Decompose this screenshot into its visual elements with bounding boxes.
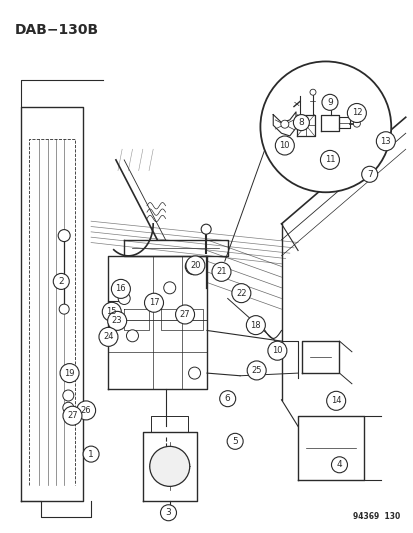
Circle shape: [227, 433, 242, 449]
Text: 1: 1: [88, 450, 94, 458]
Circle shape: [58, 230, 70, 241]
Text: 22: 22: [235, 289, 246, 297]
Text: 3: 3: [165, 508, 171, 517]
Circle shape: [293, 115, 309, 131]
Text: DAB−130B: DAB−130B: [15, 23, 99, 37]
Circle shape: [280, 120, 288, 128]
Text: 23: 23: [112, 317, 122, 325]
Circle shape: [83, 446, 99, 462]
Circle shape: [260, 61, 390, 192]
Text: 6: 6: [224, 394, 230, 403]
Circle shape: [267, 341, 286, 360]
Text: 25: 25: [251, 366, 261, 375]
Circle shape: [247, 361, 266, 380]
Circle shape: [320, 150, 339, 169]
Text: 11: 11: [324, 156, 335, 164]
Text: 2: 2: [58, 277, 64, 286]
Circle shape: [275, 136, 294, 155]
Text: 21: 21: [216, 268, 226, 276]
Circle shape: [185, 256, 204, 275]
Circle shape: [102, 302, 121, 321]
Text: 5: 5: [232, 437, 237, 446]
Circle shape: [375, 132, 394, 151]
Circle shape: [107, 311, 126, 330]
Text: 7: 7: [366, 170, 372, 179]
Circle shape: [246, 316, 265, 335]
Text: 10: 10: [271, 346, 282, 355]
Circle shape: [231, 284, 250, 303]
Circle shape: [63, 390, 74, 401]
Text: 10: 10: [279, 141, 290, 150]
Text: 12: 12: [351, 109, 361, 117]
Text: 18: 18: [250, 321, 261, 329]
Text: 26: 26: [81, 406, 91, 415]
Circle shape: [185, 259, 201, 274]
Text: 8: 8: [298, 118, 304, 127]
Circle shape: [144, 293, 163, 312]
Text: 13: 13: [380, 137, 390, 146]
Circle shape: [59, 304, 69, 314]
Text: 9: 9: [326, 98, 332, 107]
Text: 27: 27: [67, 411, 78, 420]
Circle shape: [321, 94, 337, 110]
Circle shape: [347, 103, 366, 123]
Circle shape: [201, 224, 211, 234]
Circle shape: [353, 120, 359, 127]
Text: 4: 4: [336, 461, 342, 469]
Circle shape: [60, 364, 79, 383]
Text: 17: 17: [148, 298, 159, 307]
Circle shape: [76, 401, 95, 420]
Circle shape: [164, 282, 175, 294]
Circle shape: [63, 368, 74, 378]
Text: 27: 27: [179, 310, 190, 319]
Text: 14: 14: [330, 397, 341, 405]
Circle shape: [63, 406, 82, 425]
Circle shape: [361, 166, 377, 182]
Circle shape: [188, 367, 200, 379]
Text: 94369  130: 94369 130: [352, 512, 399, 521]
Circle shape: [63, 402, 74, 413]
Text: 16: 16: [115, 285, 126, 293]
Circle shape: [160, 505, 176, 521]
Circle shape: [219, 391, 235, 407]
Circle shape: [150, 446, 189, 487]
Circle shape: [309, 89, 315, 95]
Circle shape: [118, 293, 130, 304]
Circle shape: [331, 457, 347, 473]
Circle shape: [126, 330, 138, 342]
Text: 15: 15: [106, 308, 117, 316]
Circle shape: [326, 391, 345, 410]
Circle shape: [53, 273, 69, 289]
Text: 24: 24: [103, 333, 114, 341]
Text: 19: 19: [64, 369, 75, 377]
Text: 20: 20: [190, 261, 200, 270]
Circle shape: [111, 279, 130, 298]
Circle shape: [211, 262, 230, 281]
Circle shape: [175, 305, 194, 324]
Circle shape: [99, 327, 118, 346]
